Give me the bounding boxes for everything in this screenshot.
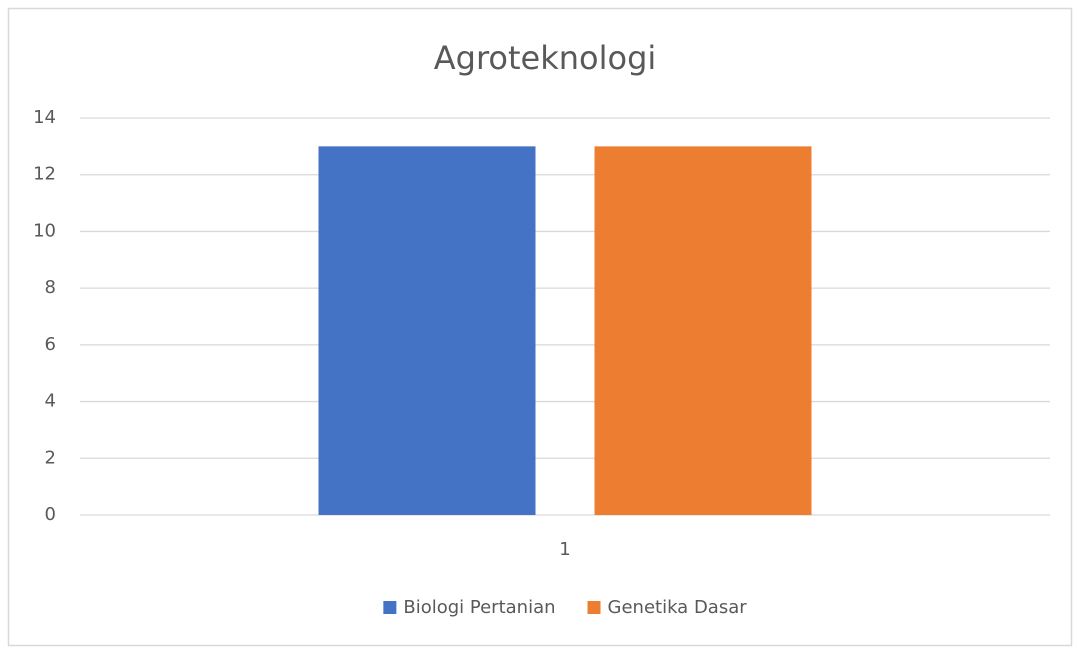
bar — [318, 146, 536, 515]
bar — [594, 146, 812, 515]
y-tick-label: 12 — [33, 164, 56, 185]
y-tick-label: 2 — [45, 447, 56, 468]
y-tick-label: 0 — [45, 504, 56, 525]
y-tick-label: 6 — [45, 334, 56, 355]
x-tick-label: 1 — [559, 539, 570, 560]
legend-swatch — [587, 601, 601, 614]
chart-title: Agroteknologi — [434, 39, 657, 77]
y-tick-label: 14 — [33, 107, 56, 128]
y-tick-label: 10 — [33, 220, 56, 241]
legend-swatch — [383, 601, 397, 614]
y-tick-label: 8 — [45, 277, 56, 298]
legend-label: Biologi Pertanian — [403, 597, 555, 618]
chart-border — [7, 7, 1073, 647]
legend-label: Genetika Dasar — [608, 597, 748, 618]
y-tick-label: 4 — [45, 391, 56, 412]
